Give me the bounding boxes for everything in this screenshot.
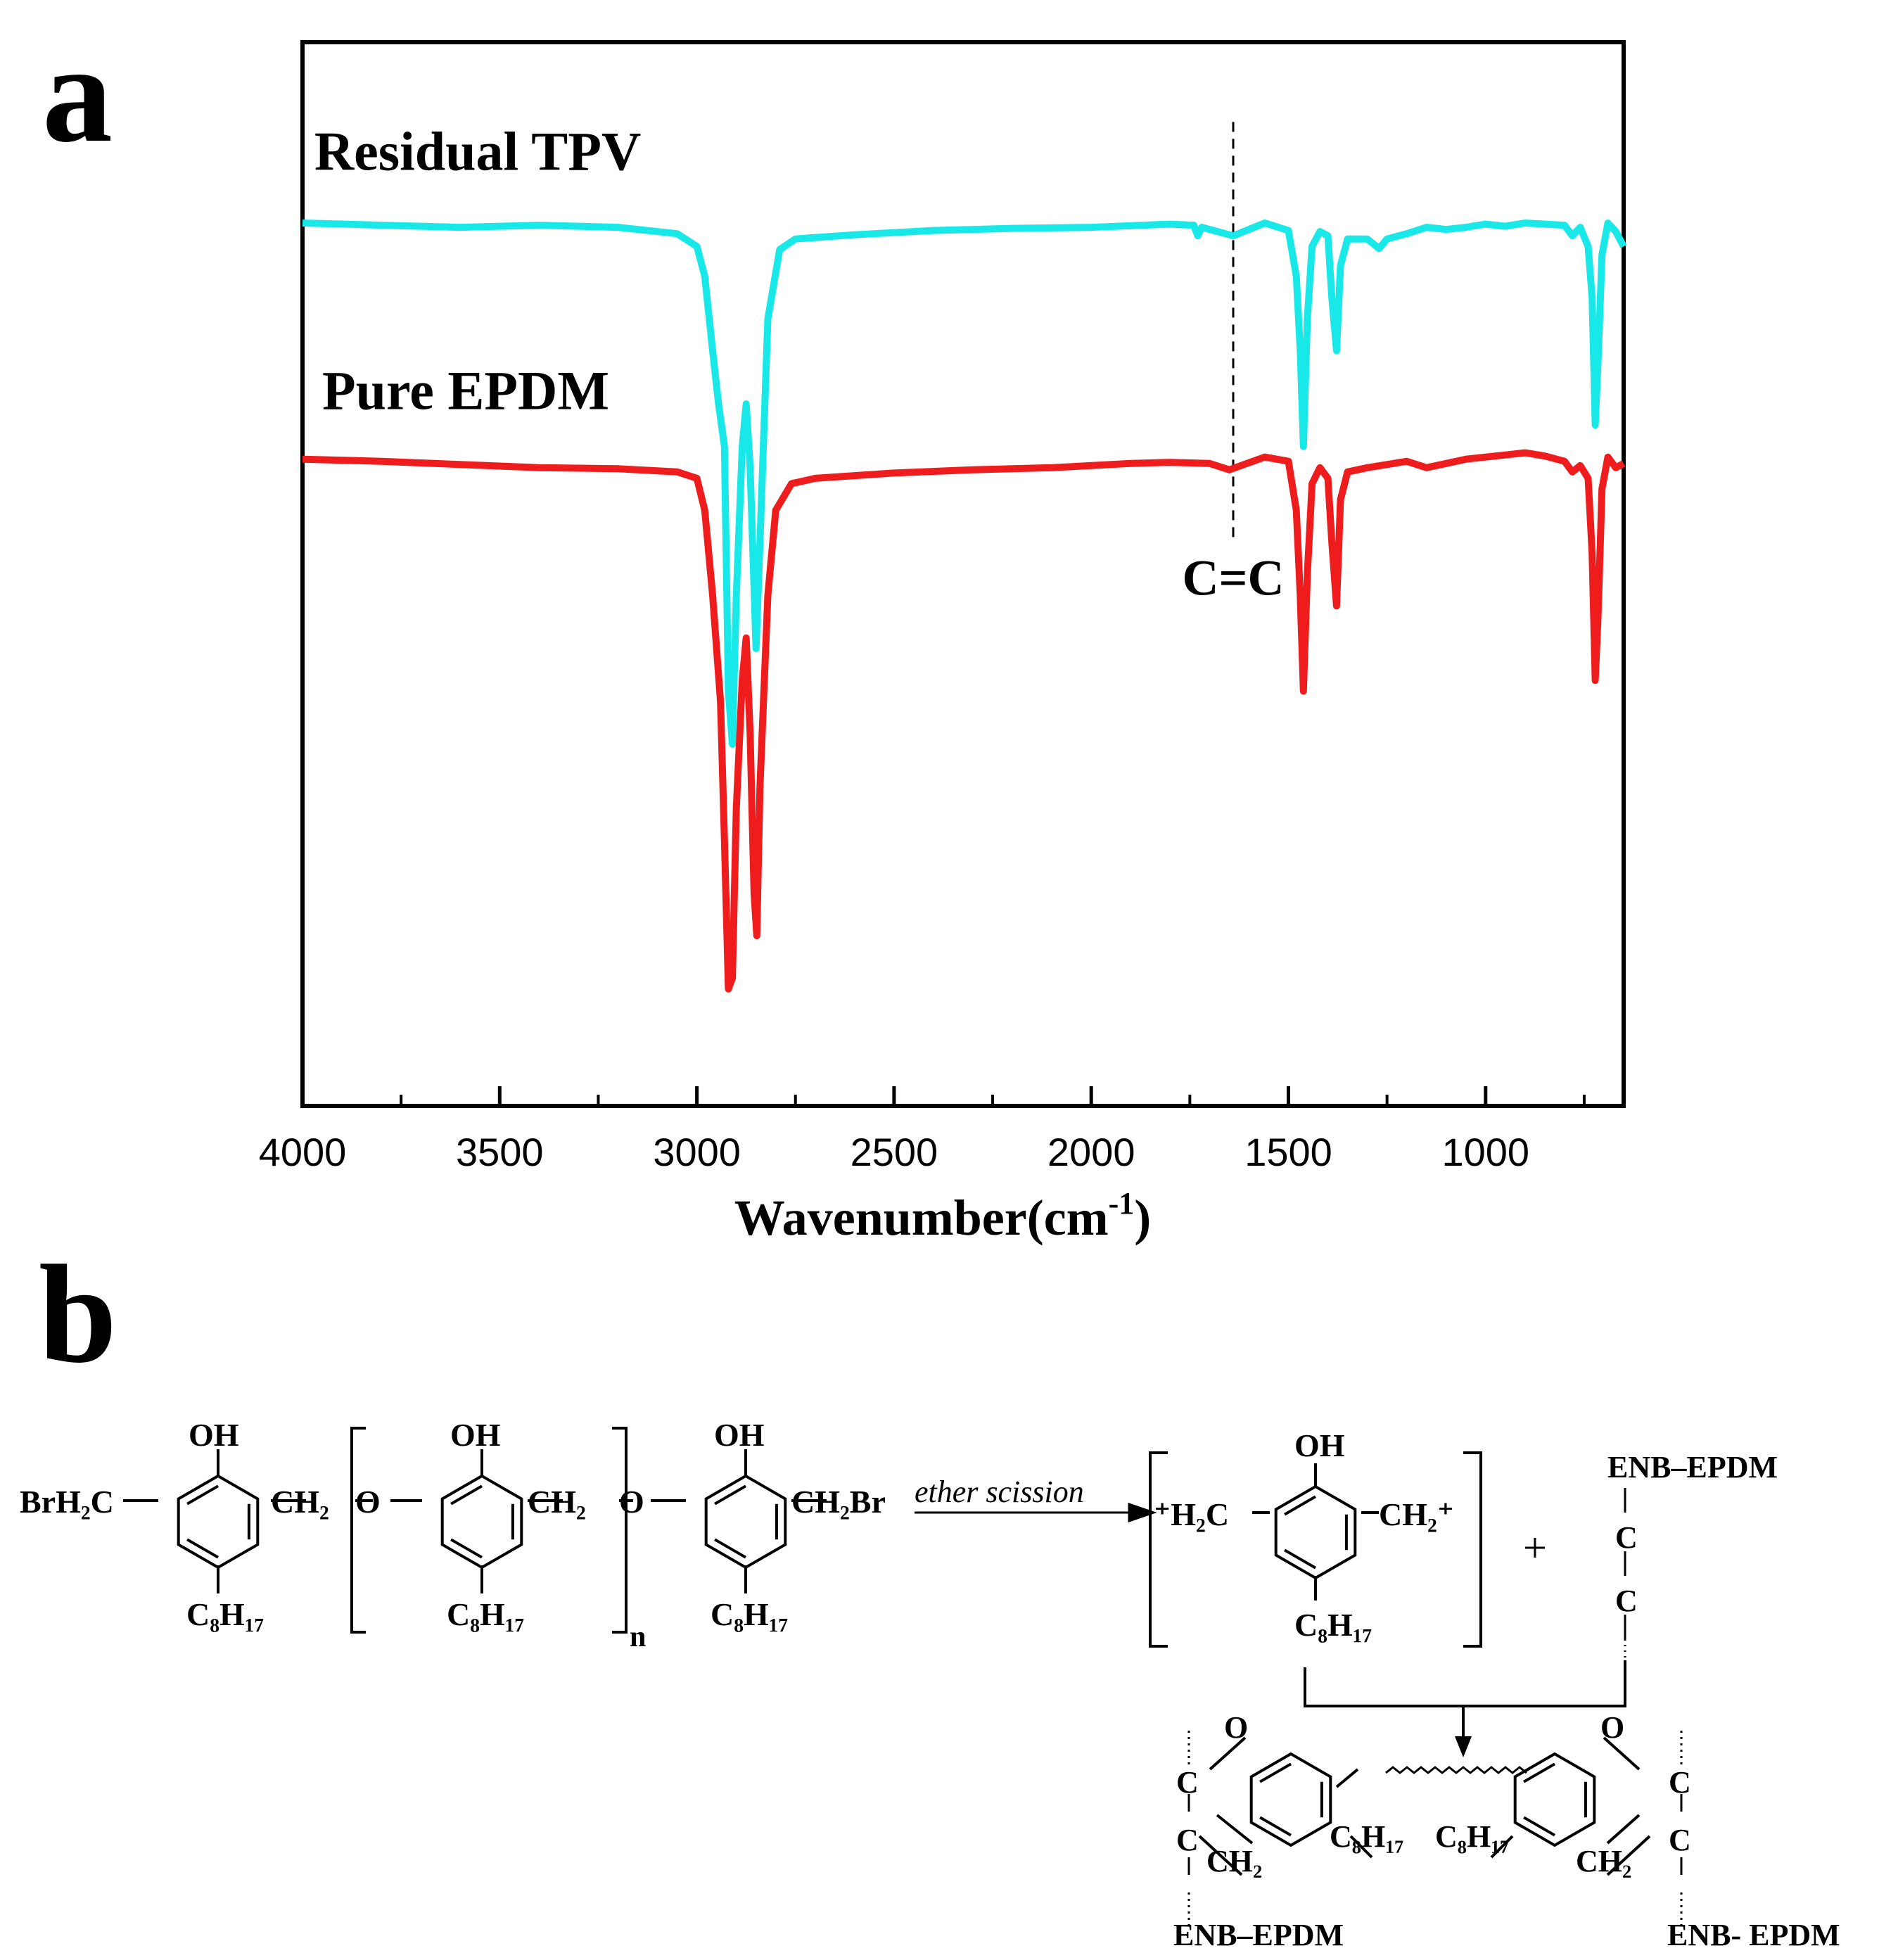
x-tick-label-2000: 2000 bbox=[1047, 1130, 1135, 1174]
ring-double-bond bbox=[1259, 1816, 1292, 1837]
benzene-ring-3 bbox=[704, 1474, 787, 1570]
x-axis-title-close: ) bbox=[1134, 1190, 1151, 1246]
c8h17-label-cation: C₈H₁₇ bbox=[1294, 1607, 1372, 1643]
o-label-1: O bbox=[355, 1484, 381, 1520]
product-c-left-2: C bbox=[1176, 1823, 1199, 1857]
ring-double-bond bbox=[1523, 1816, 1556, 1837]
product-c-right-1: C bbox=[1669, 1765, 1691, 1800]
x-axis-tick-labels: 4000 3500 3000 2500 2000 1500 1000 bbox=[259, 1130, 1529, 1174]
series-group bbox=[302, 219, 1627, 993]
series-label-pure-epdm: Pure EPDM bbox=[322, 360, 609, 421]
enb-c-atom-1: C bbox=[1615, 1520, 1638, 1555]
ring-double-bond bbox=[450, 1538, 483, 1559]
ring-double-bond bbox=[186, 1538, 219, 1559]
benzene-ring-2 bbox=[440, 1474, 523, 1570]
product-ch2-left: CH₂ bbox=[1206, 1844, 1262, 1878]
x-axis-title-main: Wavenumber(cm bbox=[734, 1190, 1109, 1246]
benzene-ring-1 bbox=[177, 1474, 260, 1570]
ch2br-label: CH₂Br bbox=[791, 1484, 886, 1520]
x-tick-label-3500: 3500 bbox=[456, 1130, 544, 1174]
benzene-ring-5 bbox=[1249, 1752, 1332, 1847]
x-tick-label-1500: 1500 bbox=[1244, 1130, 1332, 1174]
ring-double-bond bbox=[714, 1538, 747, 1559]
product-c-left-1: C bbox=[1176, 1765, 1199, 1800]
c-equals-c-annotation: C=C bbox=[1182, 550, 1284, 606]
oh-label-2: OH bbox=[450, 1417, 501, 1453]
ring-double-bond bbox=[450, 1484, 483, 1506]
product-o-left: O bbox=[1224, 1710, 1248, 1745]
series-line-pure-epdm bbox=[302, 449, 1626, 993]
ring-double-bond bbox=[186, 1484, 219, 1506]
enb-epdm-bottom-left: ENB–EPDM bbox=[1173, 1918, 1344, 1952]
ring-double-bond bbox=[1523, 1762, 1556, 1783]
ch2-label-1: CH₂ bbox=[271, 1484, 329, 1520]
ch2-label-2: CH₂ bbox=[528, 1484, 586, 1520]
ether-scission-label: ether scission bbox=[915, 1475, 1084, 1509]
c8h17-label-3: C₈H₁₇ bbox=[711, 1596, 788, 1632]
down-arrow-head bbox=[1455, 1736, 1472, 1757]
o-label-2: O bbox=[619, 1484, 644, 1520]
product-ch2-right: CH₂ bbox=[1576, 1844, 1631, 1878]
c8h17-label-2: C₈H₁₇ bbox=[447, 1596, 524, 1632]
x-tick-label-3000: 3000 bbox=[653, 1130, 741, 1174]
cation-left-label: ⁺H₂C bbox=[1154, 1496, 1229, 1532]
plot-frame bbox=[300, 40, 1626, 1108]
benzene-ring-4 bbox=[1274, 1484, 1357, 1580]
enb-epdm-bottom-right: ENB- EPDM bbox=[1667, 1918, 1840, 1952]
product-c8h17-right: C₈H₁₇ bbox=[1435, 1819, 1510, 1854]
x-axis-title-sup: -1 bbox=[1109, 1186, 1135, 1221]
ring-double-bond bbox=[1284, 1495, 1317, 1516]
oh-label-cation: OH bbox=[1294, 1427, 1345, 1463]
cation-right-label: CH₂⁺ bbox=[1379, 1496, 1454, 1532]
x-axis-ticks bbox=[300, 1086, 1586, 1106]
product-c8h17-left: C₈H₁₇ bbox=[1330, 1819, 1404, 1854]
brh2c-label: BrH₂C bbox=[20, 1484, 114, 1520]
ring-double-bond bbox=[1259, 1762, 1292, 1783]
x-axis-title: Wavenumber(cm-1) bbox=[734, 1186, 1152, 1246]
series-line-residual-tpv bbox=[302, 219, 1627, 748]
enb-c-atom-2: C bbox=[1615, 1584, 1638, 1618]
product-c-right-2: C bbox=[1669, 1823, 1691, 1857]
x-tick-label-4000: 4000 bbox=[259, 1130, 347, 1174]
ring-double-bond bbox=[1284, 1548, 1317, 1570]
oh-label-3: OH bbox=[714, 1417, 765, 1453]
ftir-chart: a 4000 3500 3000 2500 2000 1500 1000 Residual … bbox=[42, 16, 1627, 1246]
panel-b-letter: b bbox=[39, 1237, 117, 1392]
repeat-n-label: n bbox=[630, 1621, 646, 1653]
plus-sign: + bbox=[1523, 1525, 1547, 1571]
ring-double-bond bbox=[714, 1484, 747, 1506]
oh-label-1: OH bbox=[189, 1417, 239, 1453]
x-tick-label-1000: 1000 bbox=[1442, 1130, 1530, 1174]
panel-a-letter: a bbox=[42, 16, 113, 172]
bonds-and-brackets bbox=[123, 1427, 1683, 1928]
ether-scission-arrow bbox=[915, 1502, 1157, 1523]
c8h17-label-1: C₈H₁₇ bbox=[186, 1596, 264, 1632]
x-tick-label-2500: 2500 bbox=[851, 1130, 938, 1174]
product-o-right: O bbox=[1600, 1710, 1624, 1745]
benzene-ring-6 bbox=[1513, 1752, 1596, 1847]
series-label-residual-tpv: Residual TPV bbox=[314, 120, 641, 182]
enb-epdm-top: ENB–EPDM bbox=[1607, 1450, 1778, 1484]
